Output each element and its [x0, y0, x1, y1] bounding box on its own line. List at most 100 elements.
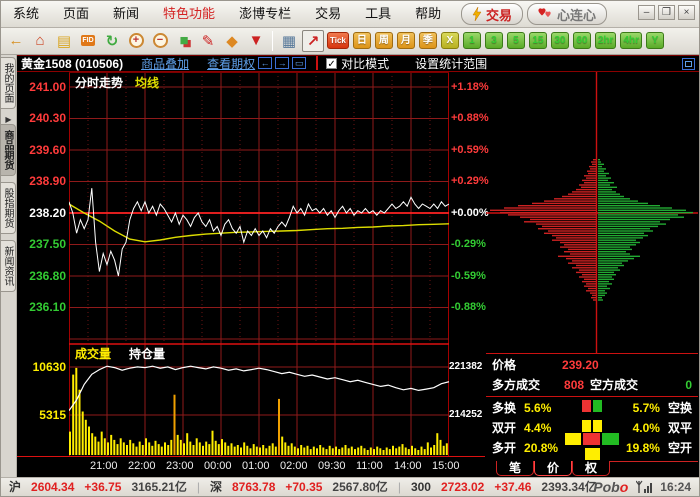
interval-button-30[interactable]: 30: [550, 32, 569, 50]
volume-tick: 10630: [32, 359, 66, 374]
menu-item-4[interactable]: 澎博专栏: [239, 6, 292, 21]
menu-item-2[interactable]: 新闻: [113, 6, 140, 21]
main-content: 我的页面 ▶ 商品期货股指期货新闻资讯 黄金1508 (010506) 商品叠加 查…: [1, 54, 699, 477]
volume-chart[interactable]: [69, 342, 449, 456]
menu-item-7[interactable]: 帮助: [415, 6, 442, 21]
sidebar-tab-0[interactable]: 我的页面: [1, 56, 16, 109]
volume-profile-chart[interactable]: [486, 71, 698, 353]
interval-button-4hr[interactable]: 4hr: [620, 32, 642, 50]
home-icon[interactable]: ⌂: [35, 32, 45, 50]
window-split-button[interactable]: ▭: [292, 57, 307, 70]
intraday-chart[interactable]: [69, 71, 449, 343]
time-tick: 01:00: [242, 459, 270, 472]
panel-layout-button[interactable]: [682, 57, 695, 70]
quick-buttons: 交易 心连心: [460, 3, 607, 25]
open-interest-tick: 221382: [449, 360, 483, 372]
chart-type-icon[interactable]: ↗: [302, 29, 324, 52]
interval-button-3[interactable]: 3: [484, 32, 503, 50]
menu-bar: 系统 页面 新闻 特色功能 澎博专栏 交易 工具 帮助 交易 心连心 – ❒ ×: [1, 1, 699, 28]
time-axis: 21:00 22:00 23:00 00:00 01:00 02:00 09:30 11:00…: [17, 455, 485, 477]
info-tab-0[interactable]: 笔: [496, 460, 535, 476]
status-value: +37.46: [494, 480, 532, 495]
interval-button-周[interactable]: 周: [374, 32, 393, 50]
chart-body: 分时走势 均线 241.00 240.30 239.60 238.90 238.20 23…: [17, 71, 699, 477]
price-label: 价格: [492, 358, 517, 373]
row-right-value: 19.8%: [625, 440, 660, 455]
header-separator: [316, 56, 319, 71]
info-tab-2[interactable]: 权: [572, 460, 611, 476]
row-left-label: 多开: [492, 441, 517, 456]
info-tab-1[interactable]: 价: [534, 460, 573, 476]
clock: 16:24: [660, 479, 691, 494]
paint-icon[interactable]: ◆: [226, 32, 238, 50]
prev-contract-button[interactable]: ←: [258, 57, 273, 70]
index-quotes: 沪 2604.34 +36.75 3165.21亿 | 深 8763.78 +70.35 256…: [9, 478, 607, 495]
compare-checkbox-icon[interactable]: ✓: [326, 57, 338, 70]
time-tick: 22:00: [128, 459, 156, 472]
status-value: 深: [209, 480, 222, 495]
sidebar-tab-2[interactable]: 股指期货: [1, 181, 16, 234]
notebook-icon[interactable]: ▤: [56, 32, 72, 50]
ratio-block: [593, 420, 602, 433]
interval-button-15[interactable]: 15: [528, 32, 547, 50]
chart-frame: 黄金1508 (010506) 商品叠加 查看期权 ← → ▭ ✓ 对比模式 设置统…: [17, 54, 699, 477]
menu-item-3[interactable]: 特色功能: [163, 6, 216, 21]
interval-button-tick[interactable]: Tick: [327, 32, 349, 50]
contract-nav-buttons: ← → ▭: [255, 57, 307, 70]
minimize-button[interactable]: –: [638, 5, 655, 20]
filter-icon[interactable]: ▼: [248, 32, 264, 50]
ratio-block: [602, 432, 619, 445]
open-interest-label: 持仓量: [129, 346, 166, 361]
menu-item-1[interactable]: 页面: [63, 6, 90, 21]
side-tab-strip: 我的页面 ▶ 商品期货股指期货新闻资讯: [1, 54, 17, 477]
price-tick: 238.90: [29, 174, 66, 189]
interval-button-2hr[interactable]: 2hr: [594, 32, 617, 50]
interval-button-月[interactable]: 月: [396, 32, 415, 50]
trade-button[interactable]: 交易: [460, 3, 523, 25]
menu-item-6[interactable]: 工具: [365, 6, 392, 21]
pencil-icon[interactable]: ✎: [201, 32, 215, 50]
price-tick: 240.30: [29, 111, 66, 126]
percent-tick: +0.29%: [451, 175, 489, 188]
sidebar-tab-1[interactable]: 商品期货: [1, 123, 16, 176]
maximize-button[interactable]: ❒: [658, 5, 675, 20]
toolbar: ← ⌂ ▤ FID ↻ + − ■ ✎ ◆ ▼ ▦ ↗ Tick 日周月季 X 1 3 5 15 30 60 2hr 4hr Y: [1, 28, 699, 55]
interval-button-5[interactable]: 5: [506, 32, 525, 50]
status-value: 2393.34亿: [541, 480, 597, 495]
compare-mode-toggle[interactable]: ✓ 对比模式: [326, 55, 389, 72]
percent-tick: -0.88%: [451, 301, 486, 314]
interval-button-季[interactable]: 季: [418, 32, 437, 50]
sidebar-tab-3[interactable]: 新闻资讯: [1, 239, 16, 292]
stat-range-button[interactable]: 设置统计范围: [415, 56, 488, 71]
open-interest-tick: 214252: [449, 408, 483, 420]
status-value: +70.35: [285, 480, 323, 495]
overlay-product-link[interactable]: 商品叠加: [141, 56, 190, 71]
sidebar-expand-icon[interactable]: ▶: [5, 114, 12, 124]
quote-board-icon[interactable]: ▦: [281, 32, 297, 50]
zoom-out-icon[interactable]: −: [149, 30, 171, 52]
next-contract-button[interactable]: →: [275, 57, 290, 70]
menu-item-0[interactable]: 系统: [13, 6, 40, 21]
interval-button-y[interactable]: Y: [646, 32, 664, 50]
position-change-rows: 多换 5.6% 5.7% 空换 双开 4.4% 4.0% 双平 多开 20.8% 19.8% 空开: [486, 399, 698, 460]
volume-label: 成交量: [75, 346, 112, 361]
zoom-in-icon[interactable]: +: [125, 30, 147, 52]
fid-icon[interactable]: FID: [81, 35, 95, 47]
interval-button-1[interactable]: 1: [462, 32, 481, 50]
price-tick: 236.80: [29, 268, 66, 283]
overlay-blocks-icon[interactable]: ■: [179, 32, 189, 50]
view-options-link[interactable]: 查看期权: [207, 56, 256, 71]
signal-icon: [636, 480, 653, 493]
refresh-icon[interactable]: ↻: [105, 32, 119, 50]
interval-button-60[interactable]: 60: [572, 32, 591, 50]
heart-link-button[interactable]: 心连心: [526, 3, 607, 25]
lightning-icon: [472, 7, 482, 21]
menu-item-5[interactable]: 交易: [315, 6, 342, 21]
price-tick: 239.60: [29, 142, 66, 157]
status-separator: |: [397, 480, 401, 495]
back-icon[interactable]: ←: [8, 32, 24, 50]
interval-button-日[interactable]: 日: [352, 32, 371, 50]
interval-button-x[interactable]: X: [440, 32, 459, 50]
close-button[interactable]: ×: [678, 5, 695, 20]
